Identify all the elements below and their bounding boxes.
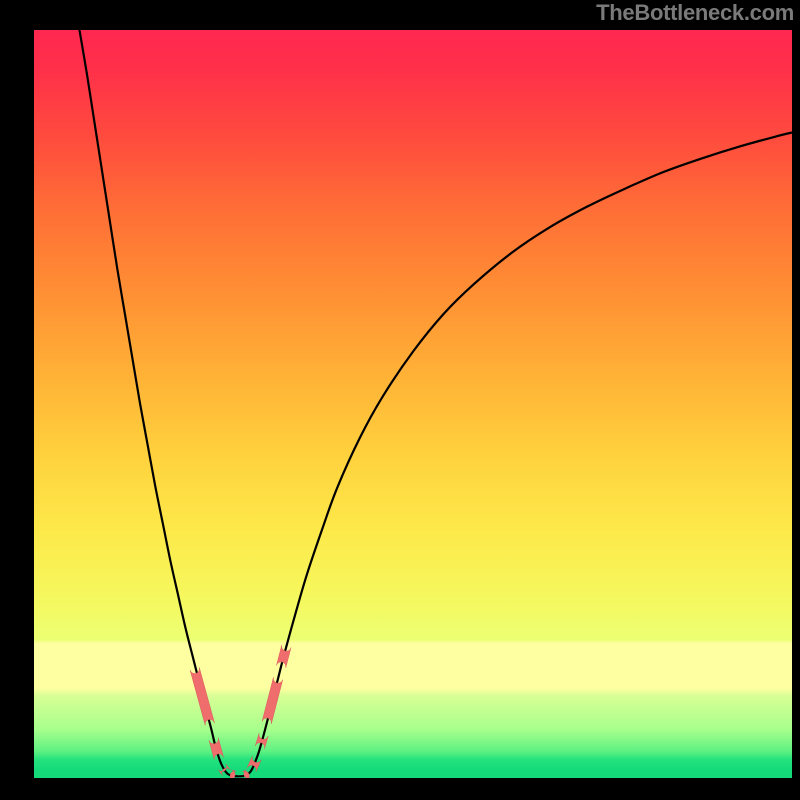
plot-area bbox=[34, 30, 792, 778]
chart-outer-frame: TheBottleneck.com bbox=[0, 0, 800, 800]
gradient-background bbox=[34, 30, 792, 778]
watermark-text: TheBottleneck.com bbox=[596, 0, 794, 26]
